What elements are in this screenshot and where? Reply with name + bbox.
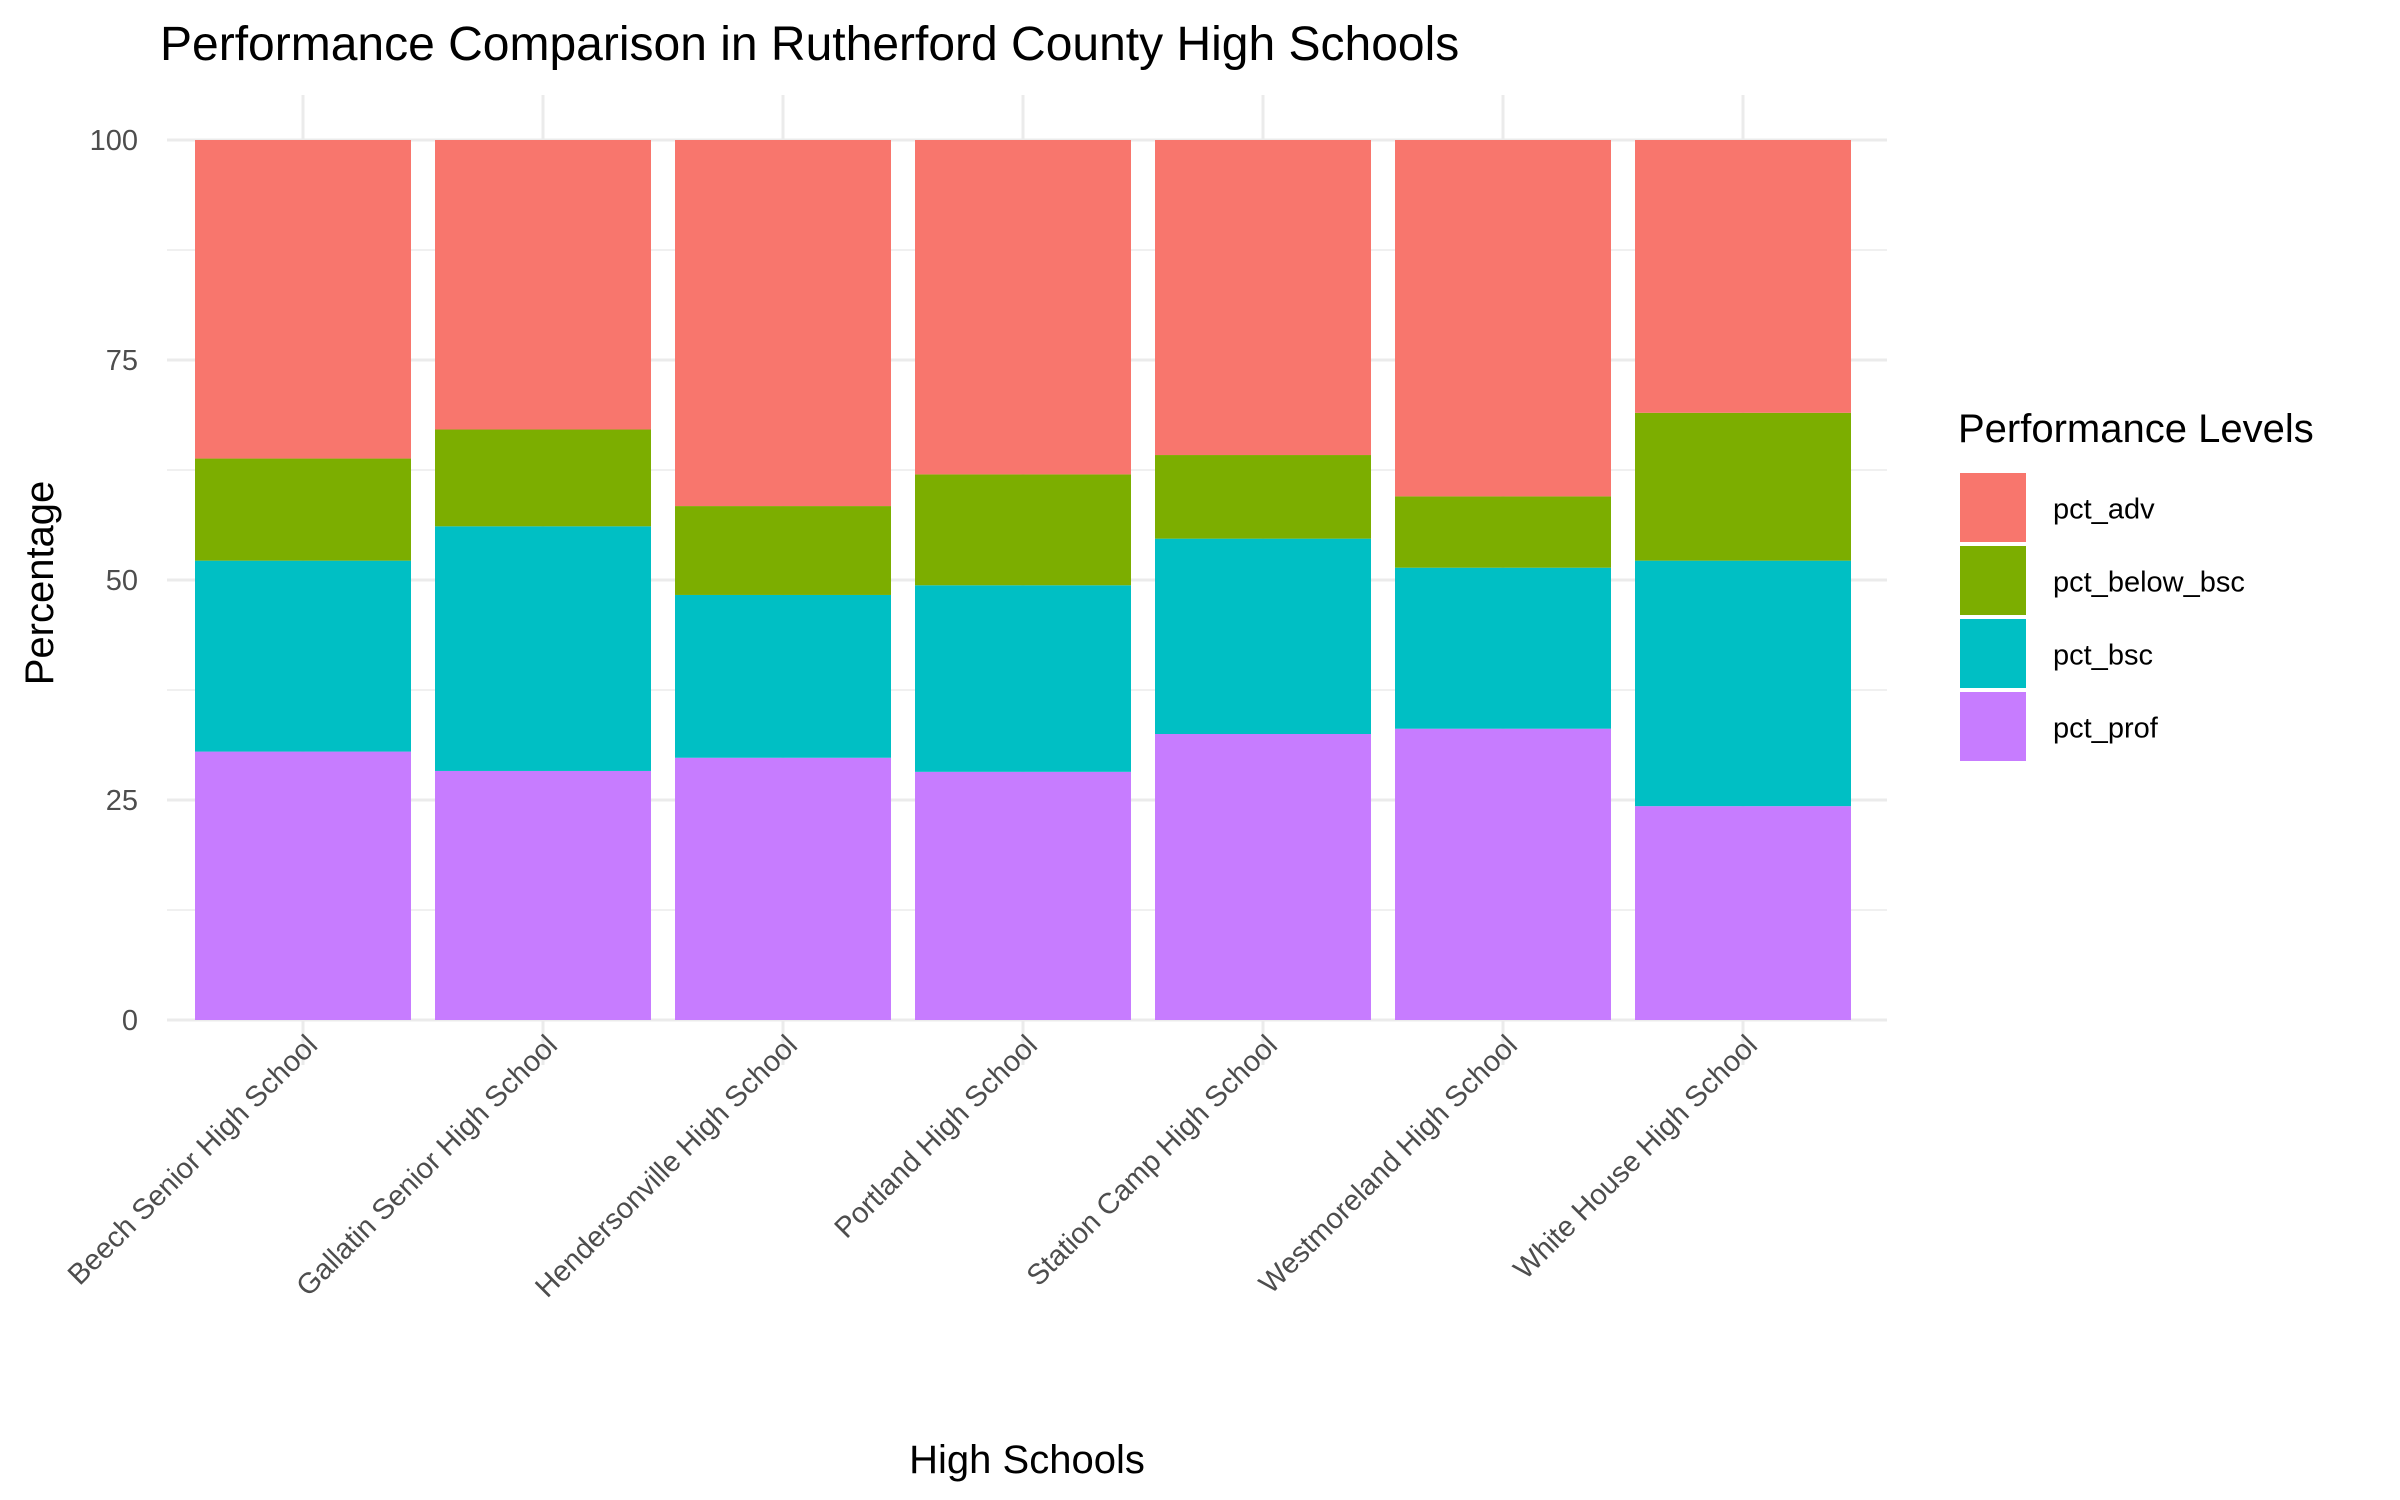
bar-pct-bsc-4 <box>915 585 1131 772</box>
bar-pct-adv-4 <box>915 140 1131 475</box>
bar-pct-bsc-2 <box>435 526 651 771</box>
bar-pct-prof-7 <box>1635 806 1851 1020</box>
bar-pct-adv-3 <box>675 140 891 507</box>
bar-pct-adv-6 <box>1395 140 1611 497</box>
legend: Performance Levels pct_adv pct_below_bscp… <box>1958 407 2314 761</box>
y-tick-label: 100 <box>90 125 138 157</box>
bar-pct-below-bsc-1 <box>195 458 411 561</box>
legend-label-pct-prof: pct_prof <box>2053 713 2159 745</box>
bar-pct-adv-1 <box>195 140 411 459</box>
x-tick-label: Hendersonville High School <box>529 1029 804 1304</box>
bars <box>195 140 1851 1020</box>
bar-pct-prof-6 <box>1395 728 1611 1020</box>
bar-pct-adv-7 <box>1635 140 1851 413</box>
bar-pct-below-bsc-5 <box>1155 455 1371 539</box>
bar-pct-bsc-7 <box>1635 560 1851 807</box>
legend-label-pct-below-bsc: pct_below_bsc <box>2053 567 2245 599</box>
legend-key-pct-bsc <box>1960 619 2026 688</box>
y-tick-label: 0 <box>122 1005 138 1037</box>
legend-label-pct-bsc: pct_bsc <box>2053 640 2153 672</box>
legend-key-pct-adv <box>1960 473 2026 542</box>
y-tick-label: 25 <box>106 785 138 817</box>
bar-pct-prof-4 <box>915 771 1131 1020</box>
bar-pct-bsc-1 <box>195 560 411 752</box>
y-axis-title: Percentage <box>18 481 62 686</box>
bar-pct-prof-3 <box>675 757 891 1020</box>
bar-pct-adv-2 <box>435 140 651 430</box>
bar-pct-adv-5 <box>1155 140 1371 456</box>
x-tick-label: White House High School <box>1508 1029 1764 1285</box>
x-tick-label: Portland High School <box>829 1029 1044 1244</box>
bar-pct-prof-5 <box>1155 734 1371 1020</box>
y-tick-label: 50 <box>106 565 138 597</box>
bar-pct-prof-1 <box>195 751 411 1020</box>
x-tick-label: Beech Senior High School <box>62 1029 324 1291</box>
bar-pct-below-bsc-4 <box>915 474 1131 586</box>
chart-title: Performance Comparison in Rutherford Cou… <box>160 18 1459 71</box>
bar-pct-below-bsc-2 <box>435 429 651 527</box>
y-axis: 0 25 50 75 100 <box>90 125 138 1037</box>
x-tick-label: Station Camp High School <box>1021 1029 1284 1292</box>
bar-pct-prof-2 <box>435 770 651 1020</box>
bar-pct-bsc-6 <box>1395 567 1611 729</box>
x-tick-label: Gallatin Senior High School <box>291 1029 564 1302</box>
bar-pct-below-bsc-6 <box>1395 496 1611 568</box>
legend-label-pct-adv: pct_adv <box>2053 494 2155 526</box>
legend-key-pct-below-bsc <box>1960 546 2026 615</box>
bar-pct-below-bsc-7 <box>1635 412 1851 561</box>
legend-key-pct-prof <box>1960 692 2026 761</box>
x-axis-title: High Schools <box>909 1438 1145 1482</box>
bar-pct-bsc-5 <box>1155 538 1371 734</box>
legend-title: Performance Levels <box>1958 407 2314 451</box>
bar-pct-bsc-3 <box>675 594 891 758</box>
x-tick-label: Westmoreland High School <box>1253 1029 1524 1300</box>
y-tick-label: 75 <box>106 345 138 377</box>
bar-pct-below-bsc-3 <box>675 506 891 595</box>
